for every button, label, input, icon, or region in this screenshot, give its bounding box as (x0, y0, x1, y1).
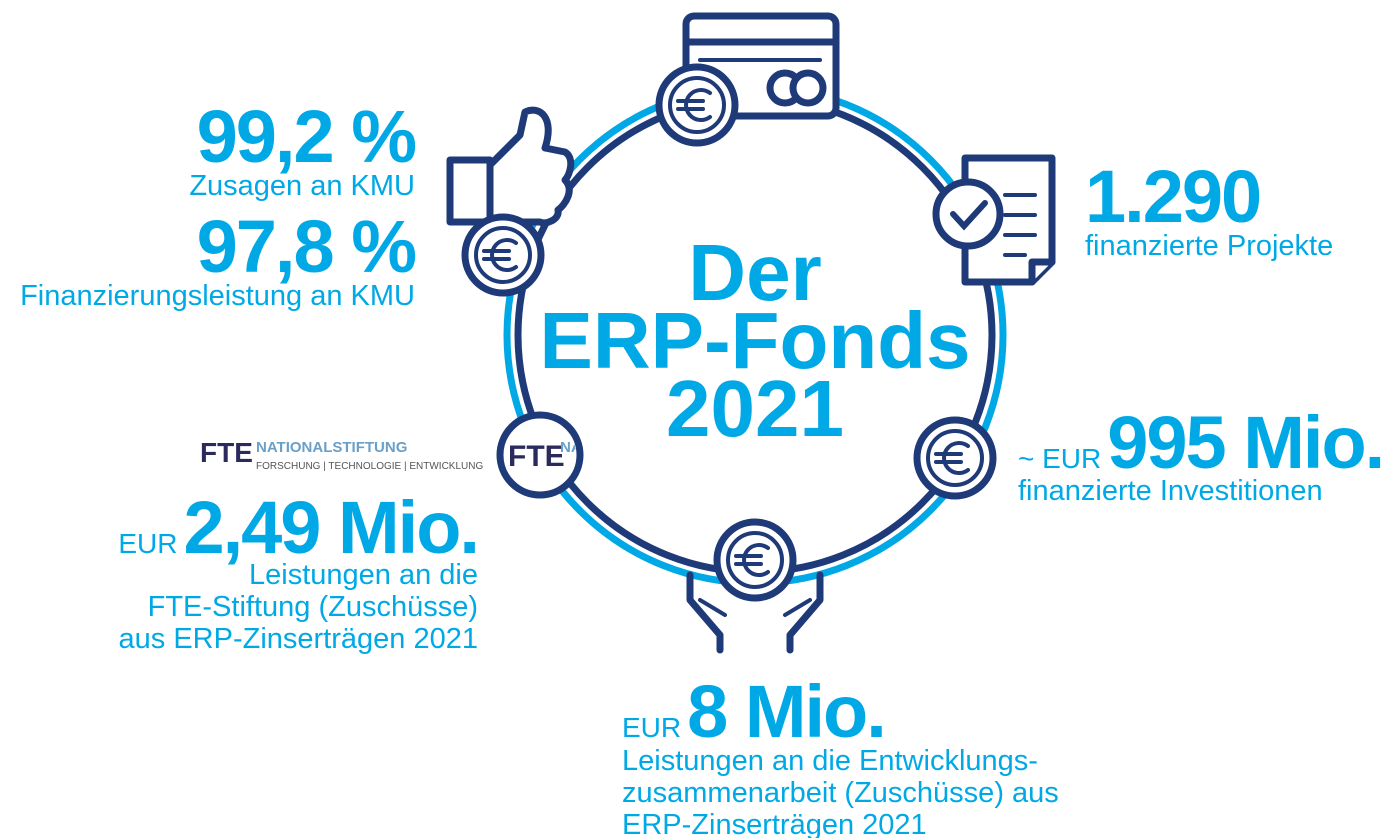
logo-mark: FTE (200, 437, 253, 468)
stat-value: EUR2,49 Mio. (118, 486, 478, 569)
stat-value: 995 Mio. (1107, 401, 1383, 484)
logo-name: NATIONALSTIFTUNG (256, 439, 407, 456)
stat-label: Zusagen an KMU (189, 170, 415, 202)
stat-value: 1.290 (1085, 155, 1260, 238)
stat-line: Leistungen an die Entwicklungs- (622, 745, 1038, 777)
document-icon (932, 154, 1056, 286)
stat-line: ERP-Zinserträgen 2021 (622, 809, 927, 838)
stat-value: EUR8 Mio. (622, 670, 885, 753)
stat-label: finanzierte Projekte (1085, 230, 1333, 262)
stat-line: aus ERP-Zinserträgen 2021 (119, 623, 478, 655)
stat-value: 8 Mio. (687, 670, 885, 753)
center-title: 2021 (666, 364, 844, 453)
stat-line: FTE-Stiftung (Zuschüsse) (148, 591, 478, 623)
center-title: ERP-Fonds (539, 296, 970, 385)
euro-coin (917, 420, 993, 496)
stat-line: Leistungen an die (249, 559, 478, 591)
stat-label: finanzierte Investitionen (1018, 475, 1323, 507)
stat-value: ~ EUR995 Mio. (1018, 401, 1383, 484)
thumb-icon (446, 106, 575, 293)
stat-prefix: EUR (622, 712, 681, 743)
stat-prefix: ~ EUR (1018, 443, 1101, 474)
stat-value: 99,2 % (197, 95, 416, 178)
stat-value: 2,49 Mio. (183, 486, 478, 569)
stat-value: 97,8 % (197, 205, 416, 288)
fte-coin (496, 411, 584, 499)
logo-name: NATIONALSTIFTUNG (560, 439, 711, 456)
logo-mark: FTE (508, 440, 565, 473)
logo-tagline: FORSCHUNG | TECHNOLOGIE | ENTWICKLUNG (256, 461, 483, 472)
card-icon (659, 12, 840, 143)
center-title: Der (688, 228, 821, 317)
stat-prefix: EUR (118, 528, 177, 559)
hands-icon (686, 522, 824, 654)
stat-line: zusammenarbeit (Zuschüsse) aus (622, 777, 1059, 809)
stat-label: Finanzierungsleistung an KMU (20, 280, 415, 312)
